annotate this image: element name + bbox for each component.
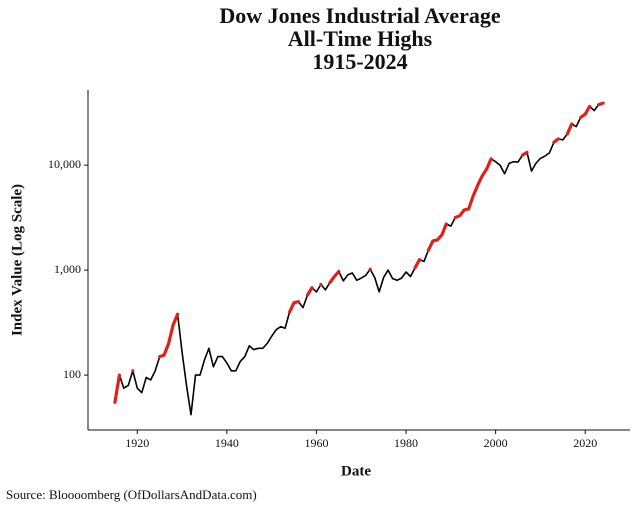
series-line [113, 101, 605, 404]
y-tick-label: 10,000 [48, 157, 81, 171]
x-tick-label: 1920 [125, 436, 149, 450]
x-tick-label: 1940 [215, 436, 239, 450]
x-tick-label: 2000 [484, 436, 508, 450]
x-tick-label: 1980 [394, 436, 418, 450]
x-axis-title: Date [341, 463, 371, 479]
x-tick-label: 1960 [304, 436, 328, 450]
y-tick-label: 1,000 [54, 262, 81, 276]
series-line [114, 102, 604, 416]
y-axis-title: Index Value (Log Scale) [9, 184, 25, 336]
chart-title: Dow Jones Industrial Average [219, 3, 501, 28]
x-tick-label: 2020 [573, 436, 597, 450]
chart-period: 1915-2024 [312, 49, 407, 74]
y-tick-label: 100 [63, 367, 81, 381]
chart-subtitle: All-Time Highs [288, 26, 433, 51]
source-note: Source: Bloooomberg (OfDollarsAndData.co… [6, 487, 257, 502]
